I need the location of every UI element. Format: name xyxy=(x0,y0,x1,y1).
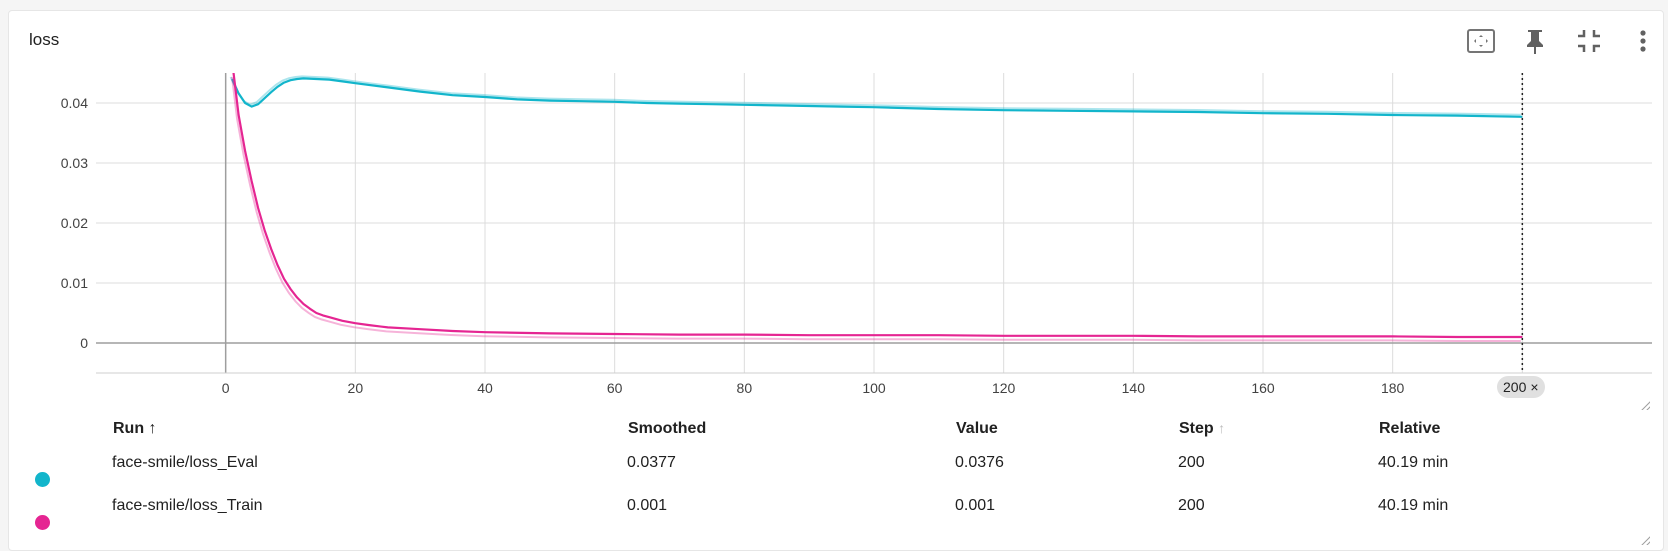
close-icon[interactable]: × xyxy=(1530,379,1539,395)
relative-value: 40.19 min xyxy=(1378,454,1449,471)
x-tick-label: 20 xyxy=(348,380,364,396)
x-tick-label: 180 xyxy=(1381,380,1405,396)
resize-handle-icon[interactable] xyxy=(1640,400,1650,410)
x-tick-label: 120 xyxy=(992,380,1016,396)
step-value: 200 xyxy=(1178,497,1205,514)
x-tick-label: 100 xyxy=(862,380,886,396)
x-tick-label: 0 xyxy=(222,380,230,396)
collapse-icon[interactable] xyxy=(1574,26,1604,56)
header-relative[interactable]: Relative xyxy=(1379,420,1441,437)
pin-icon[interactable] xyxy=(1520,26,1550,56)
step-chip[interactable]: 200 × xyxy=(1497,376,1545,398)
header-smoothed[interactable]: Smoothed xyxy=(628,420,707,437)
relative-value: 40.19 min xyxy=(1378,497,1449,514)
step-value: 200 xyxy=(1178,454,1205,471)
value: 0.0376 xyxy=(955,454,1004,471)
x-tick-label: 160 xyxy=(1251,380,1275,396)
header-step-label: Step xyxy=(1179,420,1214,437)
x-tick-label: 80 xyxy=(737,380,753,396)
value: 0.001 xyxy=(955,497,996,514)
x-tick-label: 60 xyxy=(607,380,623,396)
smoothed-value: 0.0377 xyxy=(627,454,676,471)
header-run[interactable]: Run ↑ xyxy=(113,420,157,437)
card-title: loss xyxy=(29,30,60,49)
x-tick-label: 140 xyxy=(1122,380,1146,396)
run-name: face-smile/loss_Train xyxy=(112,497,263,514)
series-line xyxy=(231,77,1523,118)
smoothed-value: 0.001 xyxy=(627,497,668,514)
more-vert-icon[interactable] xyxy=(1628,26,1658,56)
series-line xyxy=(232,73,1523,339)
resize-handle-icon[interactable] xyxy=(1640,535,1650,545)
run-name: face-smile/loss_Eval xyxy=(112,454,258,471)
y-tick-label: 0.04 xyxy=(61,95,88,111)
series-raw-line xyxy=(231,77,1521,342)
y-tick-label: 0 xyxy=(80,335,88,351)
y-tick-label: 0.02 xyxy=(61,215,88,231)
sort-arrow-icon: ↑ xyxy=(1218,420,1226,436)
fit-domain-icon[interactable] xyxy=(1466,26,1496,56)
y-tick-label: 0.03 xyxy=(61,155,88,171)
header-step[interactable]: Step ↑ xyxy=(1179,420,1225,438)
x-tick-label: 40 xyxy=(477,380,493,396)
run-color-dot xyxy=(35,472,50,487)
header-value[interactable]: Value xyxy=(956,420,998,437)
loss-chart[interactable]: 0 20 40 60 80 100 120 140 160 180 200 0 0.01 0.02 0.03… xyxy=(0,0,1668,410)
run-color-dot xyxy=(35,515,50,530)
step-chip-label: 200 xyxy=(1503,379,1527,395)
series-raw-line xyxy=(229,75,1521,116)
y-tick-label: 0.01 xyxy=(61,275,88,291)
